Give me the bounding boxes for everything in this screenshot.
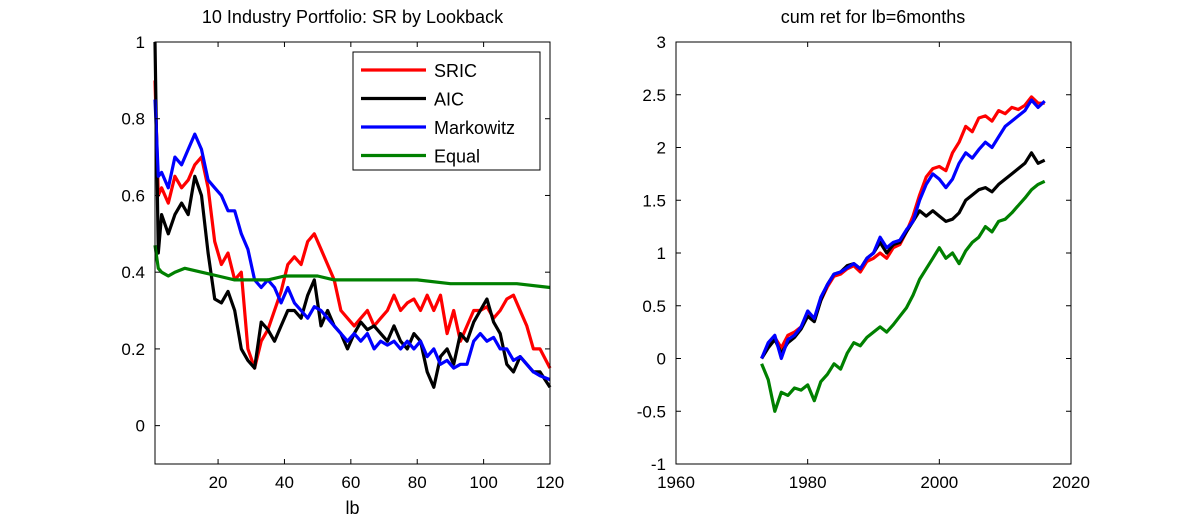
y-tick-label: 0 [136, 417, 145, 436]
y-tick-label: 0.6 [121, 186, 145, 205]
y-tick-label: 0.8 [121, 110, 145, 129]
x-tick-label: 1980 [789, 473, 827, 492]
x-tick-label: 100 [469, 473, 497, 492]
legend: SRIC AIC Markowitz Equal [352, 51, 541, 171]
series-line-equal [760, 179, 1046, 413]
series-lines [153, 41, 552, 389]
y-tick-label: -0.5 [637, 402, 666, 421]
y-tick-label: 3 [657, 33, 666, 52]
x-tick-label: 80 [408, 473, 427, 492]
series-line-aic [760, 151, 1046, 360]
x-tick-label: 120 [536, 473, 564, 492]
y-tick-label: 1.5 [642, 191, 666, 210]
series-lines [760, 95, 1046, 413]
y-tick-label: -1 [651, 455, 666, 474]
series-line-markowitz [760, 98, 1046, 361]
chart-sr-by-lookback: 10 Industry Portfolio: SR by Lookback 20… [121, 7, 564, 518]
y-tick-label: 2.5 [642, 86, 666, 105]
y-tick-label: 0 [657, 350, 666, 369]
legend-label-aic: AIC [434, 90, 464, 110]
legend-box [352, 51, 541, 171]
x-tick-label: 60 [341, 473, 360, 492]
axis-ticks: 1960 1980 2000 2020 -1 -0.5 0 0.5 1 1.5 2 2.5 3 [637, 33, 1090, 492]
x-tick-label: 2020 [1052, 473, 1090, 492]
series-line-equal [153, 245, 551, 290]
series-line-markowitz [153, 99, 551, 382]
x-tick-label: 40 [275, 473, 294, 492]
axis-ticks: 20 40 60 80 100 120 0 0.2 0.4 0.6 0.8 1 [121, 33, 564, 492]
legend-label-sric: SRIC [434, 61, 477, 81]
x-tick-label: 20 [209, 473, 228, 492]
y-tick-label: 0.2 [121, 340, 145, 359]
y-tick-label: 0.4 [121, 263, 145, 282]
y-tick-label: 0.5 [642, 297, 666, 316]
y-tick-label: 1 [136, 33, 145, 52]
legend-label-markowitz: Markowitz [434, 118, 515, 138]
chart-title: cum ret for lb=6months [781, 7, 966, 27]
y-tick-label: 2 [657, 139, 666, 158]
x-axis-label: lb [345, 498, 359, 518]
y-tick-label: 1 [657, 244, 666, 263]
legend-label-equal: Equal [434, 147, 480, 167]
chart-cum-ret: cum ret for lb=6months 1960 1980 2000 2020 -… [637, 7, 1090, 492]
x-tick-label: 1960 [657, 473, 695, 492]
series-line-aic [153, 41, 552, 389]
chart-title: 10 Industry Portfolio: SR by Lookback [202, 7, 504, 27]
x-tick-label: 2000 [920, 473, 958, 492]
plot-frame [154, 41, 551, 465]
